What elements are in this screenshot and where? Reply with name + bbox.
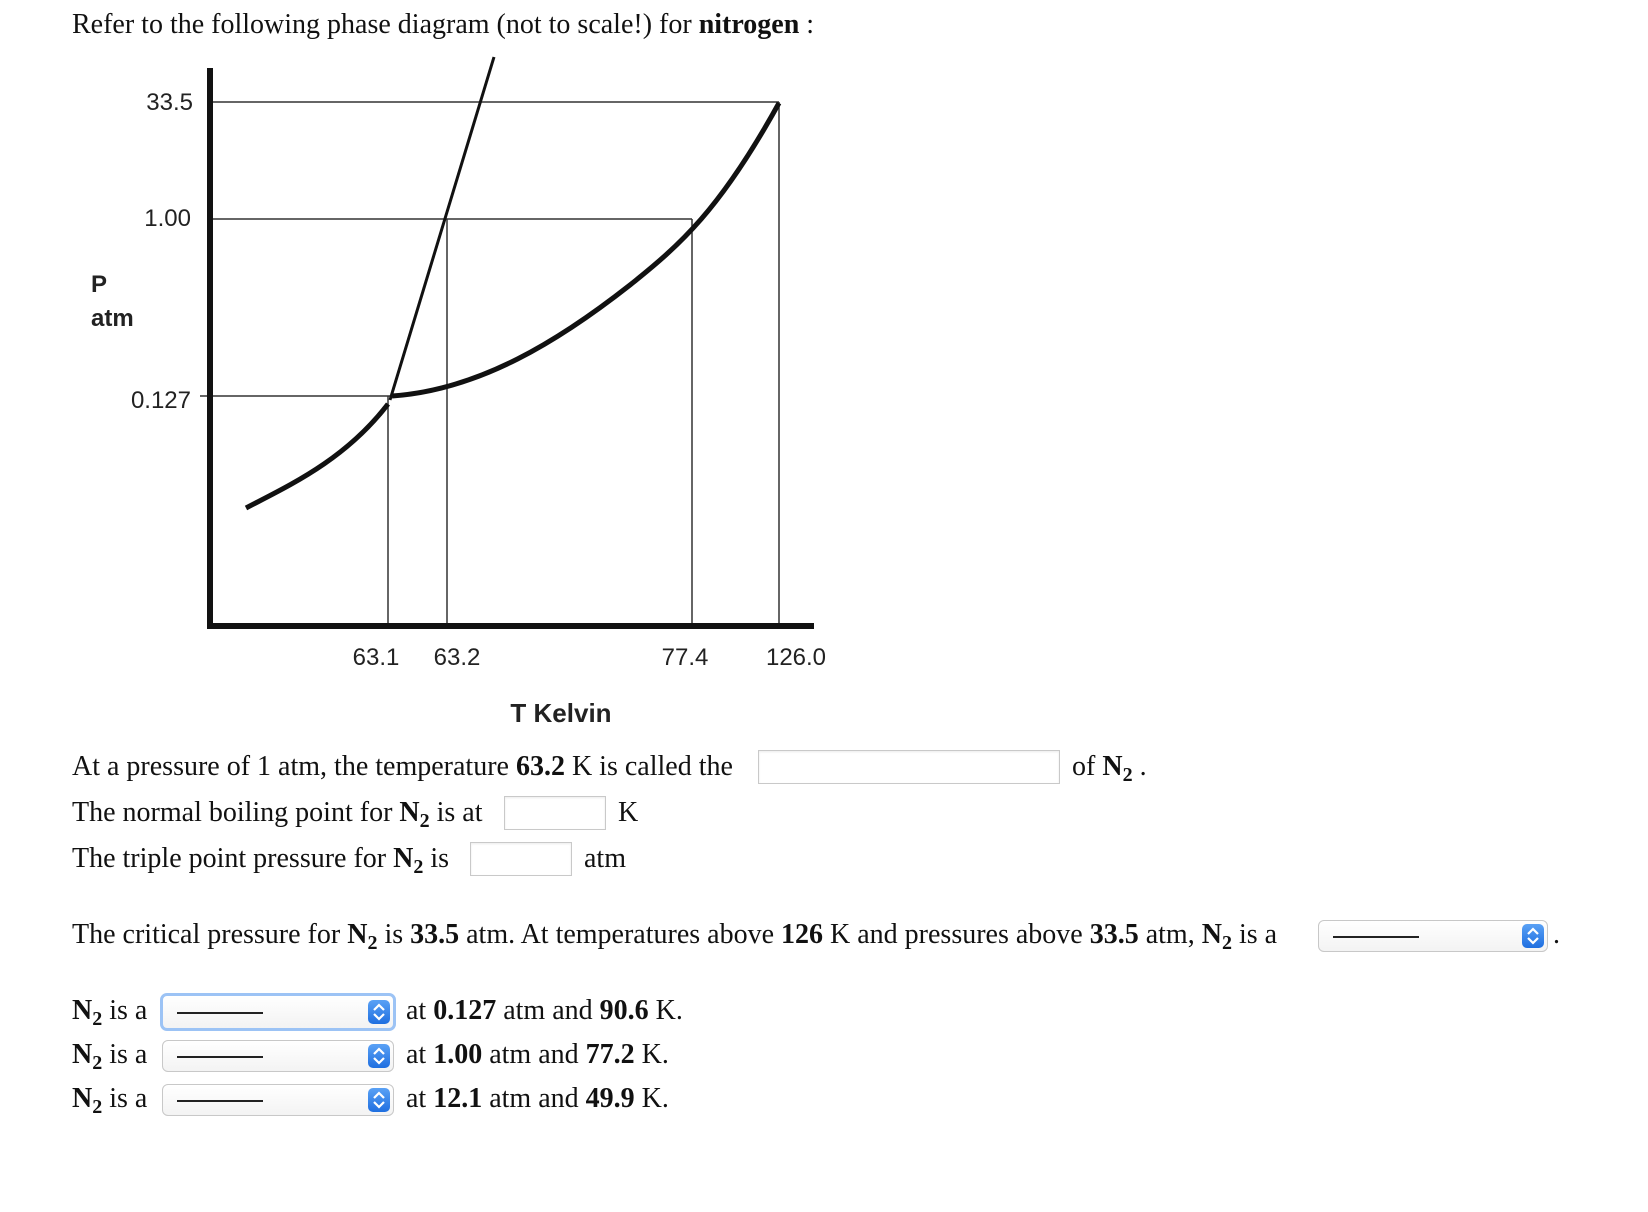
row1-label: N2 is a <box>72 994 148 1030</box>
boiling-point-input[interactable] <box>504 796 606 830</box>
row2-is-a: is a <box>109 1039 148 1070</box>
q2-unit: K <box>618 797 639 828</box>
q4-t3: atm. At temperatures above <box>466 919 775 950</box>
x-tick-63-2: 63.2 <box>434 644 481 671</box>
q4-species2-sub: 2 <box>1221 932 1232 954</box>
intro-colon: : <box>806 9 815 40</box>
q2-text: The normal boiling point for N2 is at <box>72 796 483 832</box>
row1-condition: at 0.127 atm and 90.6 K. <box>406 994 683 1028</box>
row3-pressure: 12.1 <box>433 1083 483 1114</box>
row3-atm-and: atm and <box>489 1083 579 1114</box>
y-tick-0-127: 0.127 <box>131 387 191 414</box>
q1-suffix-of: of <box>1072 751 1096 782</box>
q4-t2: is <box>384 919 404 950</box>
x-label: T Kelvin <box>510 698 611 728</box>
sublimation-curve <box>244 402 390 511</box>
q4-pressure: 33.5 <box>1089 919 1139 950</box>
row2-pressure: 1.00 <box>433 1039 483 1070</box>
q3-text: The triple point pressure for N2 is <box>72 842 450 878</box>
row2-at: at <box>406 1039 427 1070</box>
q4-species2: N <box>1201 919 1222 950</box>
phase-select-row3[interactable] <box>162 1084 394 1116</box>
q4-critical-temp: 126 <box>781 919 824 950</box>
row3-condition: at 12.1 atm and 49.9 K. <box>406 1082 669 1116</box>
select-arrows-icon <box>1522 924 1544 948</box>
q3-species: N <box>393 843 414 874</box>
q3-unit: atm <box>584 843 626 874</box>
row1-temp: 90.6 <box>599 995 649 1026</box>
row2-species: N <box>72 1039 93 1070</box>
q2-species-sub: 2 <box>419 810 430 832</box>
q1-suffix: of N2 . <box>1072 750 1147 786</box>
q1-species-sub: 2 <box>1122 764 1133 786</box>
row1-species: N <box>72 995 93 1026</box>
row3-unit: K. <box>641 1083 669 1114</box>
select-placeholder <box>177 1056 263 1058</box>
q1-after: K is called the <box>571 751 733 782</box>
phase-select-row2[interactable] <box>162 1040 394 1072</box>
select-placeholder <box>177 1100 263 1102</box>
vaporization-curve <box>391 101 782 399</box>
q1-before: At a pressure of 1 atm, the temperature <box>72 751 509 782</box>
select-arrows-icon <box>368 1088 390 1112</box>
q1-end: . <box>1139 751 1147 782</box>
melting-curve <box>388 56 496 401</box>
row3-species: N <box>72 1083 93 1114</box>
select-arrows-icon <box>368 1044 390 1068</box>
q2-species: N <box>399 797 420 828</box>
row1-species-sub: 2 <box>92 1008 103 1030</box>
y-tick-33-5: 33.5 <box>146 89 193 116</box>
select-arrows-icon <box>368 1000 390 1024</box>
q3-after: is <box>430 843 450 874</box>
phase-diagram: 33.5 1.00 0.127 P atm 63.1 63.2 77.4 126… <box>91 56 826 728</box>
row2-temp: 77.2 <box>585 1039 635 1070</box>
row3-at: at <box>406 1083 427 1114</box>
q4-t5: atm, <box>1145 919 1195 950</box>
q3-species-sub: 2 <box>413 856 424 878</box>
row2-unit: K. <box>641 1039 669 1070</box>
q4-species: N <box>347 919 368 950</box>
row1-is-a: is a <box>109 995 148 1026</box>
row2-atm-and: atm and <box>489 1039 579 1070</box>
q1-text: At a pressure of 1 atm, the temperature … <box>72 750 733 784</box>
select-placeholder <box>1333 936 1419 938</box>
q4-end: . <box>1553 919 1560 950</box>
triple-point-pressure-input[interactable] <box>470 842 572 876</box>
x-tick-126: 126.0 <box>766 644 826 671</box>
select-placeholder <box>177 1012 263 1014</box>
intro-line: Refer to the following phase diagram (no… <box>72 8 814 42</box>
row3-is-a: is a <box>109 1083 148 1114</box>
row2-species-sub: 2 <box>92 1052 103 1074</box>
q2-after: is at <box>436 797 483 828</box>
q1-bold-value: 63.2 <box>515 751 565 782</box>
q4-t4: K and pressures above <box>830 919 1083 950</box>
q3-before: The triple point pressure for <box>72 843 387 874</box>
q4-critical-pressure: 33.5 <box>410 919 460 950</box>
row1-atm-and: atm and <box>503 995 593 1026</box>
q4-t1: The critical pressure for <box>72 919 341 950</box>
phase-select-row1[interactable] <box>160 993 396 1031</box>
q2-before: The normal boiling point for <box>72 797 393 828</box>
x-tick-77-4: 77.4 <box>662 644 709 671</box>
intro-bold: nitrogen <box>698 9 800 40</box>
q1-answer-input[interactable] <box>758 750 1060 784</box>
row3-species-sub: 2 <box>92 1096 103 1118</box>
y-label-atm: atm <box>91 305 134 332</box>
row1-unit: K. <box>655 995 683 1026</box>
row2-condition: at 1.00 atm and 77.2 K. <box>406 1038 669 1072</box>
row1-pressure: 0.127 <box>433 995 497 1026</box>
row3-temp: 49.9 <box>585 1083 635 1114</box>
row3-label: N2 is a <box>72 1082 148 1118</box>
q4-text: The critical pressure for N2 is 33.5 atm… <box>72 918 1278 954</box>
row2-label: N2 is a <box>72 1038 148 1074</box>
row1-at: at <box>406 995 427 1026</box>
q4-species-sub: 2 <box>367 932 378 954</box>
intro-text: Refer to the following phase diagram (no… <box>72 9 692 40</box>
q1-species: N <box>1102 751 1123 782</box>
supercritical-phase-select[interactable] <box>1318 920 1548 952</box>
y-tick-1-00: 1.00 <box>144 205 191 232</box>
y-label-p: P <box>91 271 107 298</box>
x-tick-63-1: 63.1 <box>353 644 400 671</box>
q4-t6: is a <box>1238 919 1278 950</box>
